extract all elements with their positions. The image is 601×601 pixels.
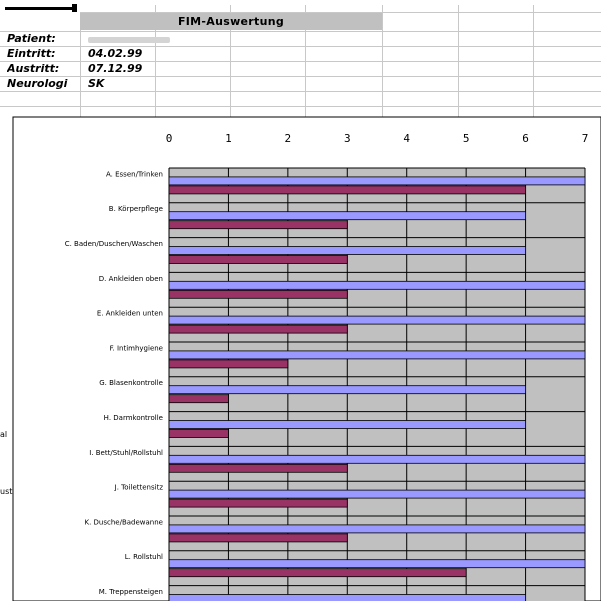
x-tick-label: 0 <box>166 132 173 145</box>
bar-series-1 <box>168 454 586 464</box>
bar-series-1 <box>168 211 526 221</box>
category-label: J. Toilettensitz <box>114 484 164 492</box>
bar-series-1 <box>168 489 586 499</box>
x-tick-label: 5 <box>463 132 470 145</box>
x-tick-label: 2 <box>285 132 292 145</box>
sheet-gridline <box>382 5 383 120</box>
category-label: K. Dusche/Badewanne <box>84 518 163 526</box>
category-label: H. Darmkontrolle <box>104 414 163 422</box>
bar-series-2 <box>168 498 348 508</box>
neurologie-value[interactable]: SK <box>88 77 105 90</box>
sheet-gridline <box>155 5 156 120</box>
bar-series-2 <box>168 394 229 404</box>
bar-series-1 <box>168 524 586 534</box>
sheet-gridline <box>0 61 601 62</box>
sheet-gridline <box>305 5 306 120</box>
patient-label[interactable]: Patient: <box>7 32 56 45</box>
truncated-cell-label: al <box>0 430 8 439</box>
category-label: L. Rollstuhl <box>125 553 163 561</box>
category-labels: A. Essen/Trinken B. Körperpflege C. Baden/… <box>65 170 164 596</box>
sheet-gridline <box>80 12 81 120</box>
x-axis-ticks: 0 1 2 3 4 5 6 7 <box>166 132 589 145</box>
category-label: G. Blasenkontrolle <box>99 379 163 387</box>
sheet-gridline <box>458 5 459 120</box>
bar-series-1 <box>168 350 586 360</box>
bar-series-1 <box>168 280 586 290</box>
bar-series-2 <box>168 324 348 334</box>
bar-series-2 <box>168 255 348 264</box>
bar-series-1 <box>168 385 526 395</box>
sheet-gridline <box>0 106 601 107</box>
bar-series-1 <box>168 559 586 569</box>
bar-series-1 <box>168 420 526 429</box>
x-tick-label: 1 <box>225 132 232 145</box>
category-label: I. Bett/Stuhl/Rollstuhl <box>89 449 163 457</box>
bar-series-2 <box>168 568 467 578</box>
x-tick-label: 4 <box>403 132 410 145</box>
sheet-gridline <box>80 12 601 13</box>
x-tick-label: 7 <box>582 132 589 145</box>
redacted-patient-name <box>88 37 170 43</box>
eintritt-label[interactable]: Eintritt: <box>7 47 56 60</box>
sheet-gridline <box>533 5 534 120</box>
x-tick-label: 6 <box>522 132 529 145</box>
sheet-corner-marker <box>72 4 77 12</box>
category-label: C. Baden/Duschen/Waschen <box>65 240 163 248</box>
neurologie-label[interactable]: Neurologi <box>7 77 68 90</box>
sheet-gridline <box>230 5 231 120</box>
category-label: F. Intimhygiene <box>110 344 163 352</box>
bar-series-2 <box>168 185 526 195</box>
sheet-corner-line <box>5 7 77 10</box>
spreadsheet-area: FIM-Auswertung Patient: Eintritt: 04.02.… <box>0 0 601 120</box>
bar-series-2 <box>168 533 348 543</box>
bar-series-1 <box>168 246 526 255</box>
category-label: D. Ankleiden oben <box>99 275 163 283</box>
category-label: A. Essen/Trinken <box>106 170 163 178</box>
bar-series-1 <box>168 594 526 601</box>
x-tick-label: 3 <box>344 132 351 145</box>
category-label: E. Ankleiden unten <box>97 310 163 318</box>
bar-series-1 <box>168 315 586 325</box>
bar-series-2 <box>168 429 229 438</box>
category-label: B. Körperpflege <box>109 205 163 213</box>
austritt-value[interactable]: 07.12.99 <box>88 62 143 75</box>
eintritt-value[interactable]: 04.02.99 <box>88 47 143 60</box>
bar-series-2 <box>168 359 289 369</box>
bar-series-1 <box>168 176 586 186</box>
bars <box>168 176 586 601</box>
bar-series-2 <box>168 463 348 473</box>
bar-series-2 <box>168 220 348 230</box>
sheet-gridline <box>0 76 601 77</box>
austritt-label[interactable]: Austritt: <box>7 62 60 75</box>
sheet-gridline <box>0 31 601 32</box>
sheet-gridline <box>0 46 601 47</box>
sheet-title[interactable]: FIM-Auswertung <box>80 13 382 30</box>
sheet-gridline <box>0 91 601 92</box>
category-label: M. Treppensteigen <box>99 588 163 596</box>
bar-series-2 <box>168 289 348 299</box>
